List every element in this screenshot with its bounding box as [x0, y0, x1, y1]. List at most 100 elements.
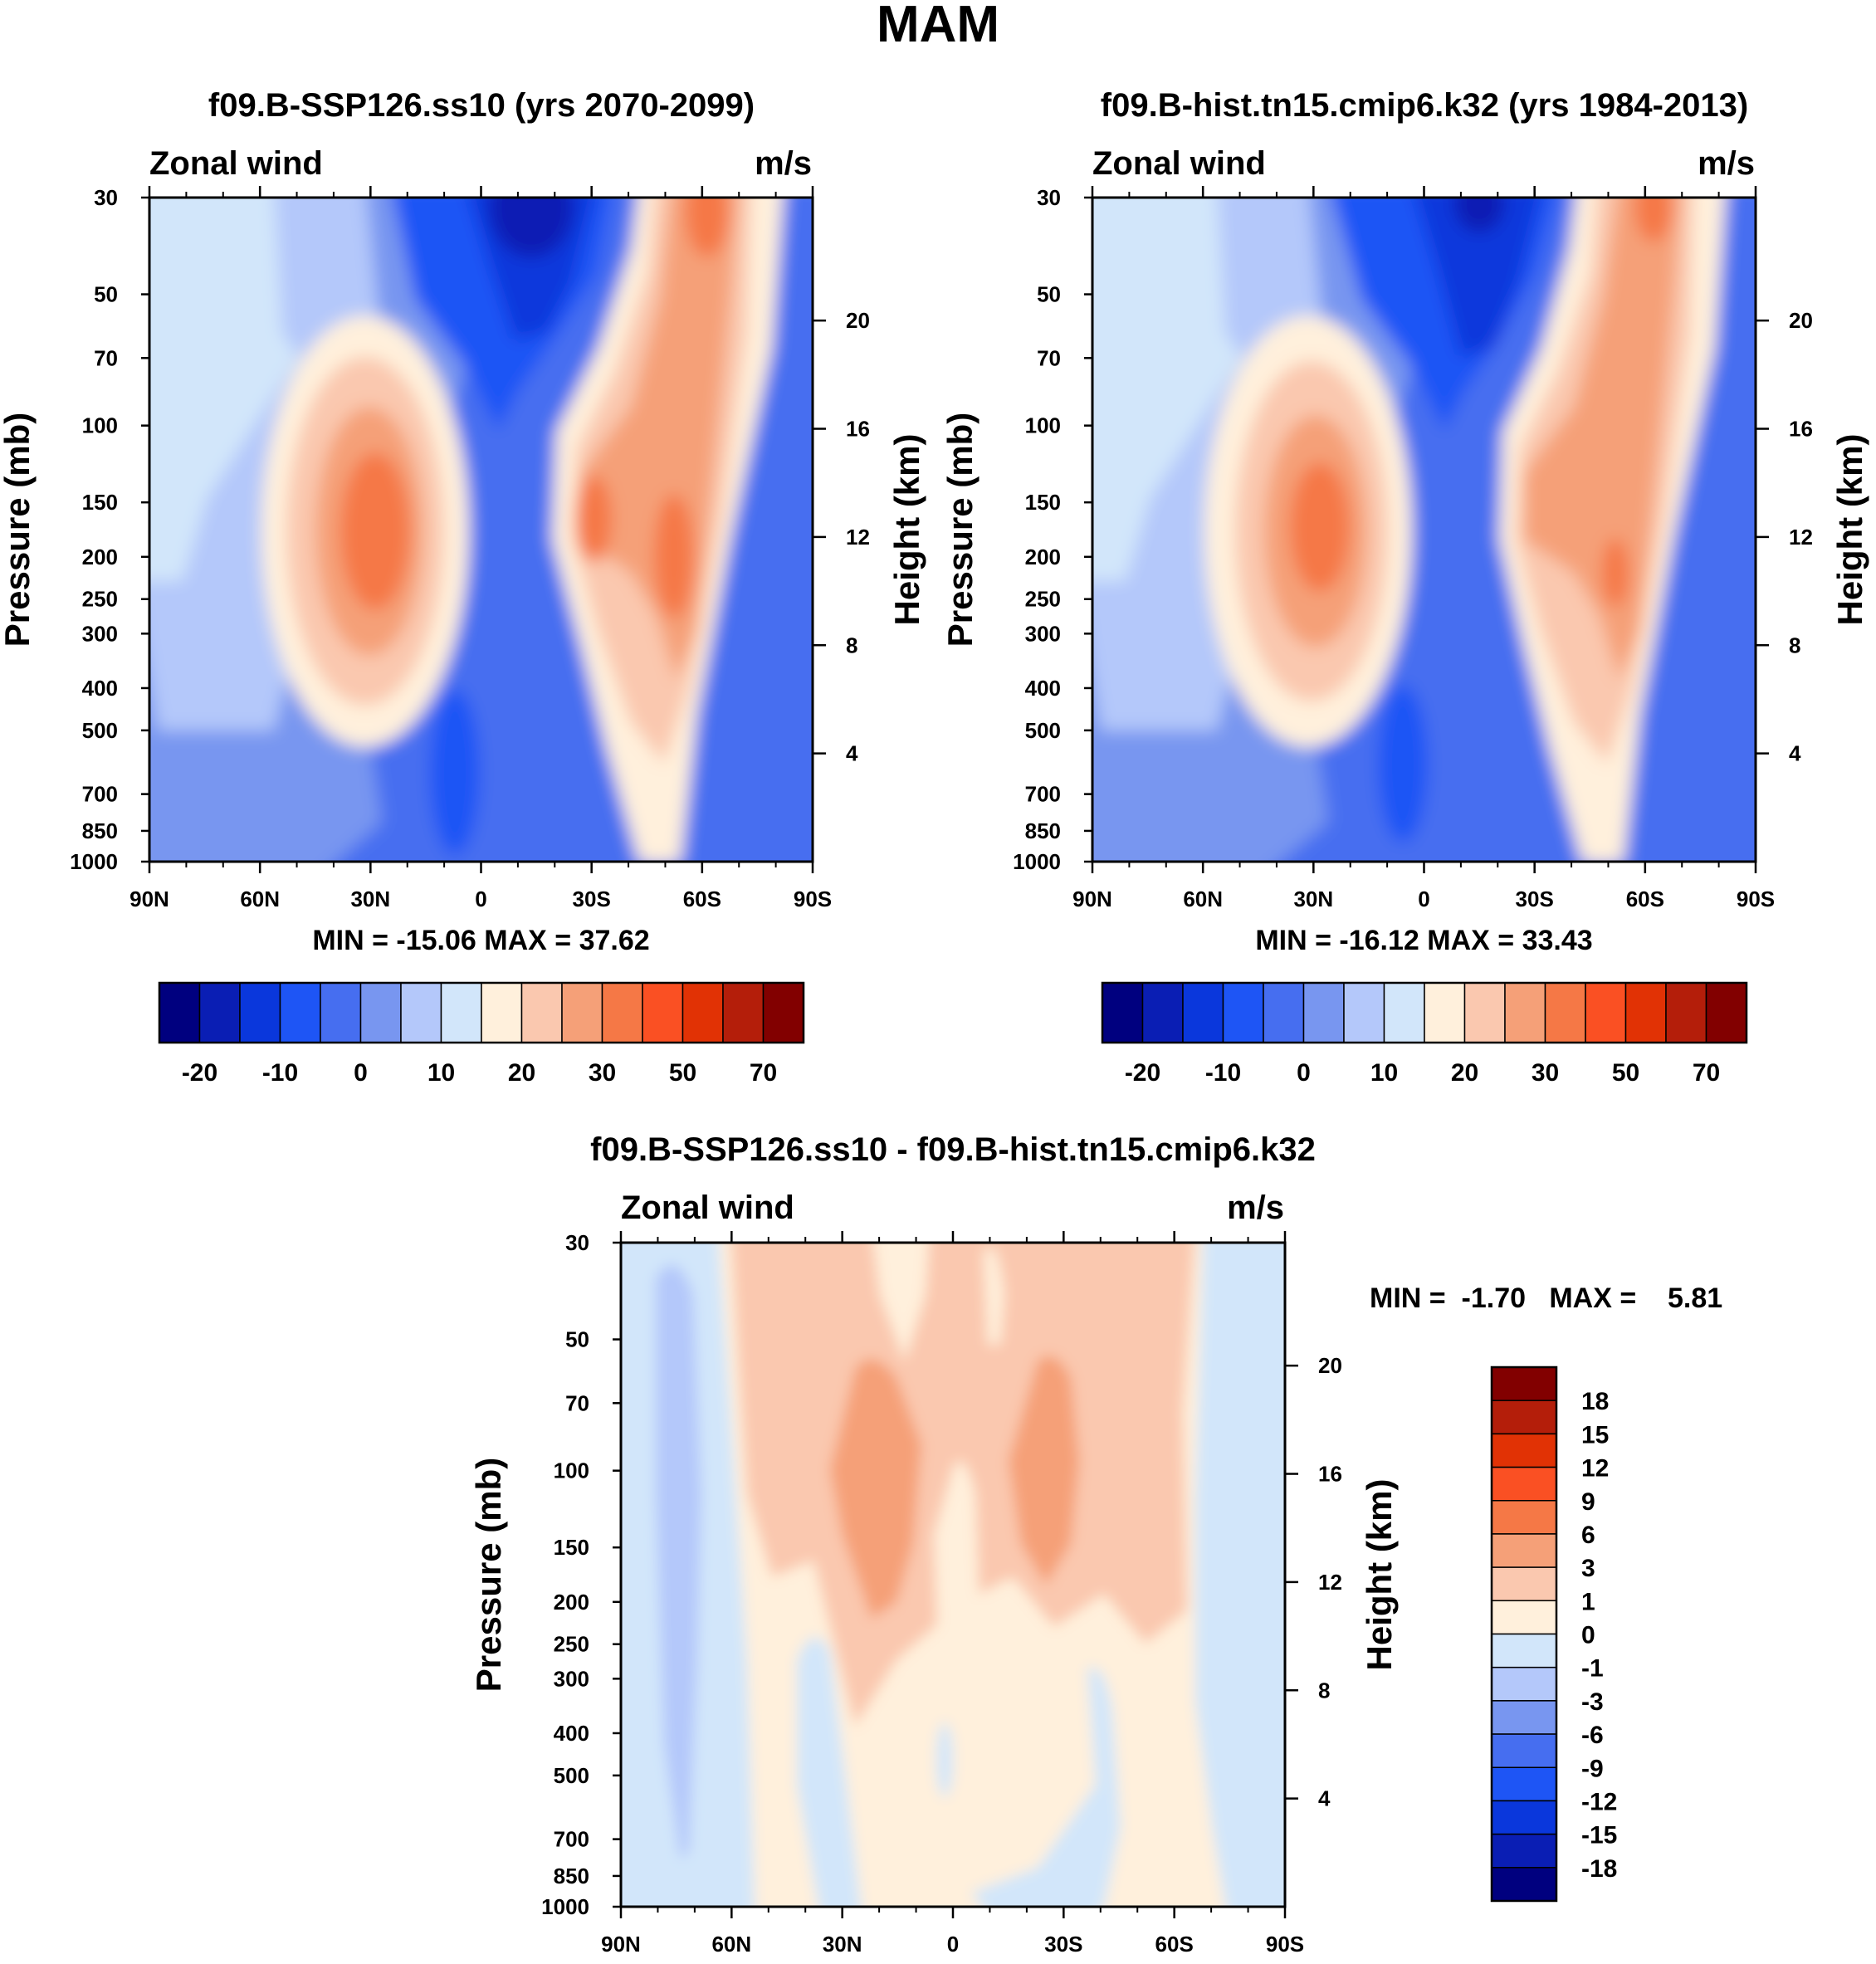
height-tick-label: 12	[846, 525, 870, 550]
colorbar-box	[1491, 1867, 1557, 1902]
lat-tick-label: 60N	[711, 1932, 751, 1957]
pressure-tick-label: 700	[554, 1827, 589, 1852]
colorbar-box	[159, 982, 201, 1043]
height-tick-label: 16	[1789, 417, 1813, 442]
min-max-future: MIN = -15.06 MAX = 37.62	[312, 925, 649, 956]
units-future: m/s	[755, 145, 812, 182]
pos-break-south	[984, 1246, 1004, 1345]
y-axis-title: Pressure (mb)	[0, 413, 37, 647]
left-string-historical: Zonal wind	[1092, 145, 1266, 182]
pressure-tick-label: 100	[1025, 413, 1061, 438]
pressure-tick-label: 70	[565, 1390, 589, 1415]
panel-title-difference: f09.B-SSP126.ss10 - f09.B-hist.tn15.cmip…	[590, 1131, 1316, 1168]
colorbar-label: 0	[1581, 1622, 1595, 1649]
colorbar-box	[1491, 1466, 1557, 1502]
height-tick-label: 4	[1789, 741, 1801, 766]
easterly-3	[1454, 198, 1504, 232]
jet-s-4b	[1635, 198, 1672, 242]
jet-n-4	[340, 452, 410, 610]
neg-spot-2	[971, 1667, 1121, 1907]
colorbar-box	[1491, 1800, 1557, 1835]
height-tick-label: 20	[1789, 308, 1813, 333]
colorbar-box	[1491, 1833, 1557, 1869]
y-axis-right-title: Height (km)	[887, 434, 926, 626]
axes-layer: 30 50 70 100 150 200 250 300 4 0 0 50 0 700 850 1000 20 1…	[0, 185, 1869, 1957]
colorbar-box	[1491, 1566, 1557, 1602]
colorbar-box	[1491, 1700, 1557, 1735]
contour-field-difference	[621, 1243, 1285, 1907]
jet-s-4a	[1602, 538, 1629, 608]
colorbar-box	[1665, 982, 1707, 1043]
colorbar-box	[1705, 982, 1747, 1043]
colorbar-box	[601, 982, 643, 1043]
pressure-tick-label: 150	[554, 1535, 589, 1560]
colorbar-label: 50	[1612, 1059, 1639, 1087]
colorbar-box	[1491, 1500, 1557, 1535]
pressure-tick-label: 30	[1037, 185, 1061, 210]
colorbar-label: 50	[669, 1059, 696, 1087]
jet-s-4b	[654, 494, 694, 618]
colorbar-box	[1491, 1633, 1557, 1668]
colorbar-box	[561, 982, 603, 1043]
lat-tick-label: 60S	[683, 887, 721, 911]
pressure-tick-label: 1000	[1013, 849, 1061, 874]
pressure-tick-label: 250	[1025, 587, 1061, 612]
lat-tick-label: 60N	[240, 887, 280, 911]
pressure-tick-label: 50	[1037, 282, 1061, 307]
figure-title: MAM	[877, 0, 999, 53]
colorbar-label: 0	[354, 1059, 368, 1087]
height-tick-label: 20	[846, 308, 870, 333]
height-tick-label: 4	[1318, 1786, 1331, 1811]
colorbar-box	[1424, 982, 1466, 1043]
lat-tick-label: 60S	[1626, 887, 1664, 911]
colorbar-label: -18	[1581, 1855, 1617, 1883]
left-string-future: Zonal wind	[149, 145, 323, 182]
colorbar-box	[1544, 982, 1586, 1043]
colorbar-box	[1491, 1366, 1557, 1401]
pressure-tick-label: 700	[1025, 782, 1061, 807]
pressure-tick-label: 200	[1025, 545, 1061, 569]
pressure-tick-label: 700	[82, 782, 118, 807]
easterly-2	[1415, 198, 1541, 357]
lat-tick-label: 90S	[1737, 887, 1775, 911]
colorbar-label: -10	[1205, 1059, 1241, 1087]
colorbar-box	[481, 982, 523, 1043]
y-axis-title: Pressure (mb)	[940, 413, 980, 647]
pressure-tick-label: 300	[82, 621, 118, 646]
colorbar-box	[762, 982, 804, 1043]
contour-field-historical	[1092, 198, 1756, 862]
colorbar-label: 3	[1581, 1555, 1595, 1582]
lat-tick-label: 30N	[350, 887, 390, 911]
panel-historical: f09.B-hist.tn15.cmip6.k32 (yrs 1984-2013…	[1092, 87, 1756, 862]
colorbar-frame	[1490, 1366, 1558, 1903]
pressure-tick-label: 850	[1025, 818, 1061, 843]
lat-tick-label: 30S	[573, 887, 611, 911]
colorbar-box	[1222, 982, 1264, 1043]
panel-title-future: f09.B-SSP126.ss10 (yrs 2070-2099)	[208, 87, 755, 124]
band-n-3	[149, 198, 299, 581]
pressure-tick-label: 100	[554, 1458, 589, 1483]
pressure-tick-label: 850	[82, 818, 118, 843]
lat-tick-label: 90N	[1072, 887, 1112, 911]
neg-spot-3	[936, 1722, 953, 1797]
colorbar-label: -6	[1581, 1722, 1604, 1749]
colorbar-box	[722, 982, 765, 1043]
colorbar-label: 9	[1581, 1488, 1595, 1516]
colorbar-box	[520, 982, 563, 1043]
pressure-tick-label: 100	[82, 413, 118, 438]
lat-tick-label: 30S	[1516, 887, 1554, 911]
colorbar-label: 30	[1532, 1059, 1559, 1087]
colorbar-label: -3	[1581, 1688, 1604, 1716]
lat-tick-label: 90S	[1266, 1932, 1304, 1957]
colorbar-frame	[1101, 981, 1748, 1044]
colorbar-box	[1302, 982, 1345, 1043]
colorbar-label: 0	[1297, 1059, 1311, 1087]
pressure-tick-label: 300	[1025, 621, 1061, 646]
colorbar-label: -15	[1581, 1822, 1617, 1849]
colorbar-box	[1504, 982, 1546, 1043]
colorbar-label: -10	[262, 1059, 298, 1087]
colorbar-box	[279, 982, 321, 1043]
jet-s-4c	[686, 198, 729, 257]
colorbar-label: 10	[427, 1059, 455, 1087]
